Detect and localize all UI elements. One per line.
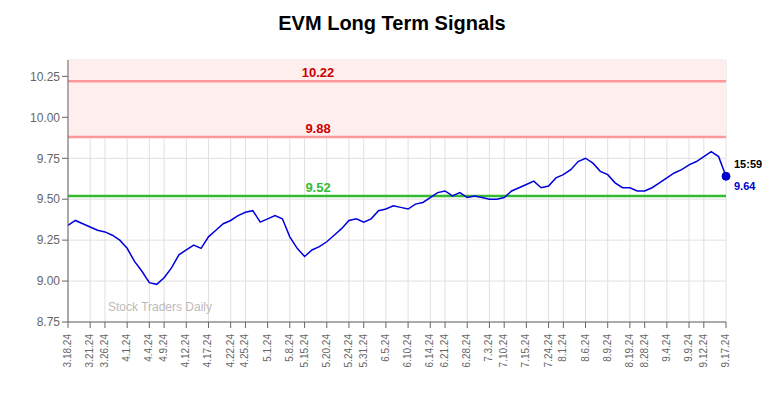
svg-text:8.6.24: 8.6.24	[580, 334, 591, 362]
svg-text:9.64: 9.64	[734, 180, 756, 192]
svg-text:5.24.24: 5.24.24	[343, 334, 354, 368]
svg-text:9.50: 9.50	[37, 192, 61, 206]
svg-text:8.19.24: 8.19.24	[624, 334, 635, 368]
svg-text:9.00: 9.00	[37, 274, 61, 288]
svg-text:5.20.24: 5.20.24	[321, 334, 332, 368]
svg-text:8.28.24: 8.28.24	[639, 334, 650, 368]
svg-text:5.31.24: 5.31.24	[358, 334, 369, 368]
svg-text:10.00: 10.00	[30, 111, 60, 125]
svg-text:4.25.24: 4.25.24	[239, 334, 250, 368]
svg-text:9.52: 9.52	[305, 180, 330, 195]
svg-text:6.21.24: 6.21.24	[439, 334, 450, 368]
svg-text:7.3.24: 7.3.24	[483, 334, 494, 362]
svg-text:6.14.24: 6.14.24	[424, 334, 435, 368]
svg-text:5.1.24: 5.1.24	[262, 334, 273, 362]
svg-text:4.17.24: 4.17.24	[202, 334, 213, 368]
svg-text:4.1.24: 4.1.24	[121, 334, 132, 362]
svg-text:8.75: 8.75	[37, 315, 61, 329]
svg-text:10.25: 10.25	[30, 70, 60, 84]
svg-text:9.17.24: 9.17.24	[720, 334, 731, 368]
svg-text:4.4.24: 4.4.24	[143, 334, 154, 362]
html-text:EVM Long Term Signals: EVM Long Term Signals	[278, 12, 506, 34]
svg-text:4.9.24: 4.9.24	[158, 334, 169, 362]
svg-text:6.10.24: 6.10.24	[402, 334, 413, 368]
svg-text:9.4.24: 9.4.24	[661, 334, 672, 362]
svg-text:3.21.24: 3.21.24	[84, 334, 95, 368]
svg-text:9.75: 9.75	[37, 152, 61, 166]
svg-text:10.22: 10.22	[302, 65, 335, 80]
svg-text:7.24.24: 7.24.24	[543, 334, 554, 368]
svg-text:9.88: 9.88	[305, 121, 330, 136]
svg-text:15:59: 15:59	[734, 158, 762, 170]
svg-text:7.15.24: 7.15.24	[520, 334, 531, 368]
html-text:Stock Traders Daily: Stock Traders Daily	[108, 300, 212, 314]
svg-text:3.26.24: 3.26.24	[99, 334, 110, 368]
svg-text:6.28.24: 6.28.24	[461, 334, 472, 368]
svg-text:5.8.24: 5.8.24	[284, 334, 295, 362]
svg-text:8.9.24: 8.9.24	[602, 334, 613, 362]
svg-text:4.22.24: 4.22.24	[225, 334, 236, 368]
svg-text:4.12.24: 4.12.24	[180, 334, 191, 368]
svg-text:7.10.24: 7.10.24	[498, 334, 509, 368]
svg-text:9.12.24: 9.12.24	[698, 334, 709, 368]
svg-text:8.1.24: 8.1.24	[557, 334, 568, 362]
svg-text:6.5.24: 6.5.24	[380, 334, 391, 362]
svg-text:9.25: 9.25	[37, 233, 61, 247]
svg-text:3.18.24: 3.18.24	[62, 334, 73, 368]
svg-text:5.15.24: 5.15.24	[299, 334, 310, 368]
svg-text:9.9.24: 9.9.24	[683, 334, 694, 362]
